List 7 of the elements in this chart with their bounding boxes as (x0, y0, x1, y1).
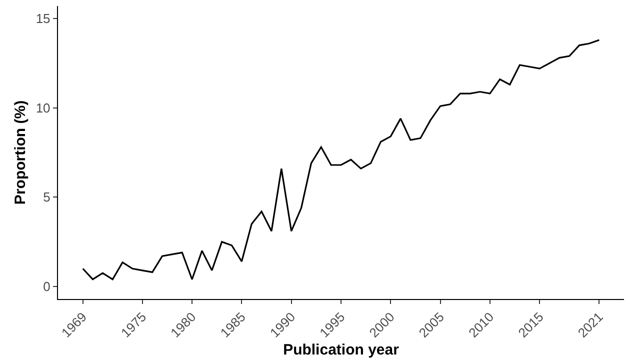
x-axis-title: Publication year (283, 341, 400, 358)
y-axis-title: Proportion (%) (12, 100, 30, 205)
y-tick-label: 15 (36, 11, 50, 26)
y-tick-label: 5 (43, 190, 50, 205)
y-tick-label: 10 (36, 100, 50, 116)
line-series (82, 39, 600, 280)
y-tick-label: 0 (43, 279, 50, 294)
